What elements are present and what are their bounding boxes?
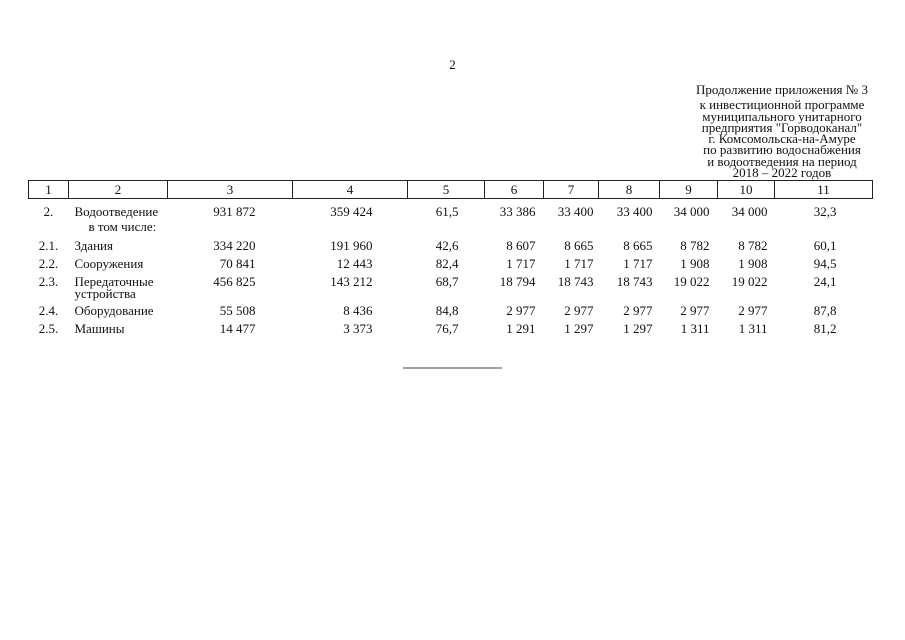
row-index: 2.2. xyxy=(38,256,59,271)
cell-value: 8 782 xyxy=(680,238,710,253)
cell-value: 70 841 xyxy=(219,256,256,271)
row-name: Водоотведение в том числе: xyxy=(69,199,168,234)
cell-value: 8 665 xyxy=(623,238,653,253)
cell-value: 359 424 xyxy=(330,204,373,219)
cell-value: 33 400 xyxy=(616,204,653,219)
cell-value: 94,5 xyxy=(813,256,837,271)
cell-value: 18 743 xyxy=(557,274,594,289)
footnote-divider-line xyxy=(403,367,502,369)
column-header: 11 xyxy=(774,180,873,199)
row-index: 2.4. xyxy=(38,303,59,318)
column-header: 4 xyxy=(292,180,408,199)
cell-value: 2 977 xyxy=(738,303,768,318)
cell-value: 19 022 xyxy=(731,274,768,289)
cell-value: 32,3 xyxy=(813,204,837,219)
header-note-line: 2018 – 2022 годов xyxy=(732,165,832,181)
cell-value: 61,5 xyxy=(435,204,459,219)
appendix-header-note: Продолжение приложения № 3 к инвестицион… xyxy=(681,82,883,181)
cell-value: 19 022 xyxy=(673,274,710,289)
cell-value: 1 311 xyxy=(680,321,710,336)
table-row: 2.3. Передаточные устройства 456 825 143… xyxy=(29,270,873,300)
cell-value: 1 297 xyxy=(564,321,594,336)
row-name: Здания xyxy=(74,238,113,253)
cell-value: 33 400 xyxy=(557,204,594,219)
header-note-line: муниципального унитарного xyxy=(702,108,862,124)
column-header: 2 xyxy=(68,180,168,199)
cell-value: 68,7 xyxy=(435,274,459,289)
header-note-line: к инвестиционной программе xyxy=(699,97,865,113)
cell-value: 34 000 xyxy=(673,204,710,219)
column-header: 9 xyxy=(659,180,718,199)
cell-value: 1 311 xyxy=(738,321,768,336)
cell-value: 1 717 xyxy=(564,256,594,271)
row-name: Сооружения xyxy=(74,256,144,271)
cell-value: 1 717 xyxy=(623,256,653,271)
cell-value: 33 386 xyxy=(499,204,536,219)
cell-value: 8 607 xyxy=(506,238,536,253)
row-name-text: Водоотведение xyxy=(74,204,159,219)
cell-value: 2 977 xyxy=(506,303,536,318)
cell-value: 8 782 xyxy=(738,238,768,253)
cell-value: 1 291 xyxy=(506,321,536,336)
cell-value: 8 436 xyxy=(343,303,373,318)
column-header: 3 xyxy=(167,180,293,199)
cell-value: 931 872 xyxy=(213,204,256,219)
column-header: 1 xyxy=(28,180,69,199)
cell-value: 3 373 xyxy=(343,321,373,336)
row-index: 2. xyxy=(43,204,54,219)
column-header: 6 xyxy=(484,180,544,199)
table-row: 2. Водоотведение в том числе: 931 872 35… xyxy=(29,199,873,234)
cell-value: 87,8 xyxy=(813,303,837,318)
cell-value: 8 665 xyxy=(564,238,594,253)
cell-value: 81,2 xyxy=(813,321,837,336)
cell-value: 18 743 xyxy=(616,274,653,289)
table-row: 2.4. Оборудование 55 508 8 436 84,8 2 97… xyxy=(29,300,873,317)
row-index: 2.1. xyxy=(38,238,59,253)
cell-value: 34 000 xyxy=(731,204,768,219)
cell-value: 143 212 xyxy=(330,274,373,289)
row-name: Передаточные устройства xyxy=(74,274,154,301)
table-row: 2.1. Здания 334 220 191 960 42,6 8 607 8… xyxy=(29,233,873,252)
cell-value: 60,1 xyxy=(813,238,837,253)
cell-value: 18 794 xyxy=(499,274,536,289)
column-header: 10 xyxy=(717,180,775,199)
cell-value: 42,6 xyxy=(435,238,459,253)
table-row: 2.5. Машины 14 477 3 373 76,7 1 291 1 29… xyxy=(29,317,873,335)
cell-value: 1 297 xyxy=(623,321,653,336)
cell-value: 12 443 xyxy=(336,256,373,271)
cell-value: 2 977 xyxy=(623,303,653,318)
cell-value: 55 508 xyxy=(219,303,256,318)
column-header: 7 xyxy=(543,180,599,199)
cell-value: 2 977 xyxy=(680,303,710,318)
row-name: Машины xyxy=(74,321,125,336)
cell-value: 1 908 xyxy=(680,256,710,271)
header-note-line: Продолжение приложения № 3 xyxy=(696,82,868,97)
cell-value: 24,1 xyxy=(813,274,837,289)
table-header-row: 1 2 3 4 5 6 7 8 9 10 11 xyxy=(28,180,873,199)
header-note-line: г. Комсомольска-на-Амуре xyxy=(708,131,856,147)
column-header: 5 xyxy=(407,180,485,199)
header-note-line: по развитию водоснабжения xyxy=(703,142,861,158)
cell-value: 1 908 xyxy=(738,256,768,271)
cell-value: 1 717 xyxy=(506,256,536,271)
row-index: 2.3. xyxy=(38,274,59,289)
header-note-line: и водоотведения на период xyxy=(707,153,857,169)
row-name: Оборудование xyxy=(74,303,154,318)
column-header: 8 xyxy=(598,180,660,199)
cell-value: 84,8 xyxy=(435,303,459,318)
cell-value: 14 477 xyxy=(219,321,256,336)
cell-value: 456 825 xyxy=(213,274,256,289)
row-subnote: в том числе: xyxy=(88,219,157,234)
cell-value: 82,4 xyxy=(435,256,459,271)
cell-value: 76,7 xyxy=(435,321,459,336)
table-row: 2.2. Сооружения 70 841 12 443 82,4 1 717… xyxy=(29,252,873,270)
cell-value: 191 960 xyxy=(330,238,373,253)
cell-value: 2 977 xyxy=(564,303,594,318)
page-number: 2 xyxy=(449,57,456,72)
header-note-line: предприятия "Горводоканал" xyxy=(701,119,863,135)
row-index: 2.5. xyxy=(38,321,59,336)
cell-value: 334 220 xyxy=(213,238,256,253)
assets-table: 1 2 3 4 5 6 7 8 9 10 11 2. Водоотведение… xyxy=(28,180,873,335)
